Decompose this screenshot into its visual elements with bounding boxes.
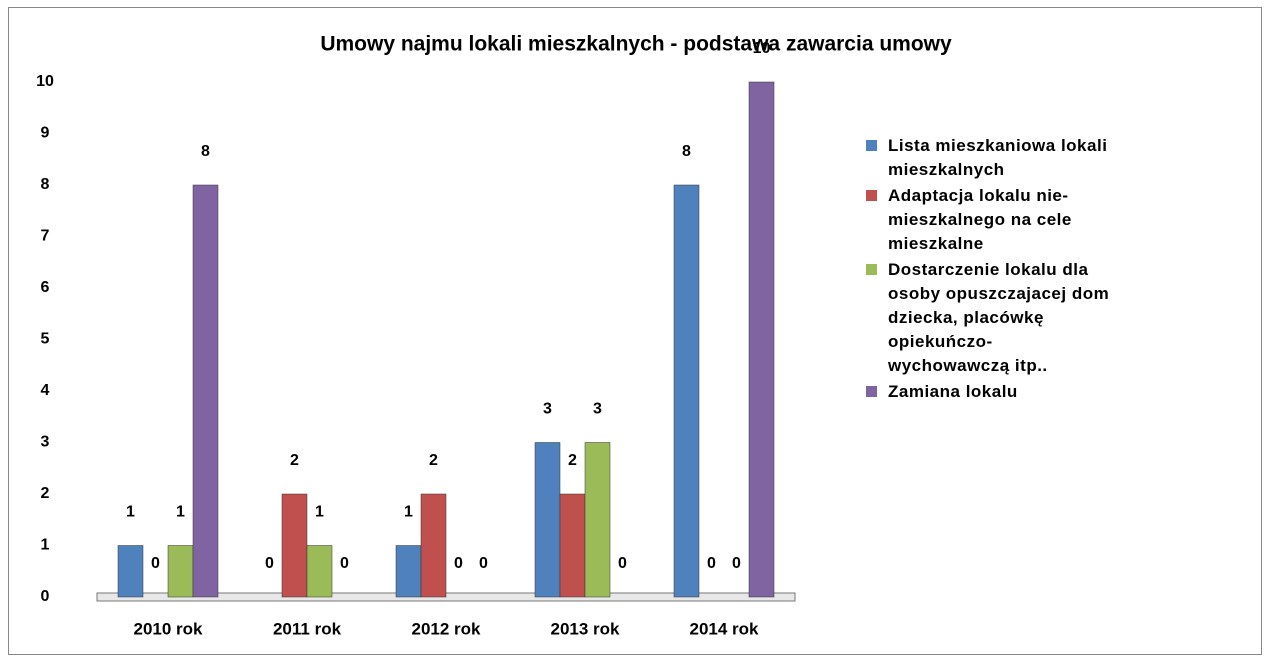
- data-label: 1: [176, 504, 185, 521]
- data-label: 3: [543, 401, 552, 418]
- legend-swatch: [866, 386, 877, 397]
- data-label: 0: [732, 555, 741, 572]
- legend: Lista mieszkaniowa lokali mieszkalnych Ad…: [866, 134, 1111, 406]
- bar: [534, 442, 561, 598]
- data-label: 0: [265, 555, 274, 572]
- bar: [281, 493, 308, 598]
- bar: [673, 184, 700, 598]
- data-label: 8: [201, 143, 210, 160]
- data-label: 1: [404, 504, 413, 521]
- y-tick-label: 2: [41, 485, 50, 502]
- x-tick-label: 2013 rok: [551, 619, 621, 638]
- legend-item: Lista mieszkaniowa lokali mieszkalnych: [866, 134, 1111, 182]
- y-tick-label: 5: [41, 331, 50, 348]
- data-label: 1: [126, 504, 135, 521]
- x-tick-label: 2011 rok: [273, 619, 342, 638]
- bar: [559, 493, 586, 598]
- legend-label: Lista mieszkaniowa lokali mieszkalnych: [888, 136, 1108, 179]
- data-label: 0: [340, 555, 349, 572]
- data-label: 2: [290, 452, 299, 469]
- bar: [306, 545, 333, 598]
- legend-item: Zamiana lokalu: [866, 380, 1111, 404]
- data-label: 3: [593, 401, 602, 418]
- x-tick-label: 2010 rok: [134, 619, 204, 638]
- legend-swatch: [866, 264, 877, 275]
- data-label: 0: [151, 555, 160, 572]
- bar: [748, 81, 775, 598]
- y-tick-label: 0: [41, 588, 50, 605]
- chart-frame: [8, 7, 1262, 655]
- chart-title: Umowy najmu lokali mieszkalnych - podsta…: [320, 33, 952, 56]
- y-tick-label: 6: [41, 279, 50, 296]
- data-label: 2: [568, 452, 577, 469]
- y-tick-label: 3: [41, 434, 50, 451]
- bar: [395, 545, 422, 598]
- bar: [167, 545, 194, 598]
- data-label: 1: [315, 504, 324, 521]
- legend-item: Dostarczenie lokalu dla osoby opuszczaja…: [866, 258, 1111, 378]
- legend-label: Adaptacja lokalu nie-mieszkalnego na cel…: [888, 186, 1072, 253]
- x-tick-label: 2014 rok: [690, 619, 760, 638]
- data-label: 0: [618, 555, 627, 572]
- legend-item: Adaptacja lokalu nie-mieszkalnego na cel…: [866, 184, 1111, 256]
- bar: [420, 493, 447, 598]
- data-label: 0: [454, 555, 463, 572]
- x-tick-label: 2012 rok: [412, 619, 482, 638]
- y-tick-label: 9: [41, 125, 50, 142]
- bar: [192, 184, 219, 598]
- bar: [584, 442, 611, 598]
- data-label: 0: [707, 555, 716, 572]
- y-tick-label: 10: [36, 73, 54, 90]
- legend-label: Dostarczenie lokalu dla osoby opuszczaja…: [888, 260, 1110, 375]
- legend-label: Zamiana lokalu: [888, 382, 1018, 401]
- y-tick-label: 7: [41, 228, 50, 245]
- y-tick-label: 1: [41, 537, 50, 554]
- data-label: 0: [479, 555, 488, 572]
- legend-swatch: [866, 140, 877, 151]
- data-label: 2: [429, 452, 438, 469]
- bar: [117, 545, 144, 598]
- y-tick-label: 4: [41, 382, 50, 399]
- data-label: 8: [682, 143, 691, 160]
- legend-swatch: [866, 190, 877, 201]
- y-tick-label: 8: [41, 176, 50, 193]
- data-label: 10: [753, 40, 771, 57]
